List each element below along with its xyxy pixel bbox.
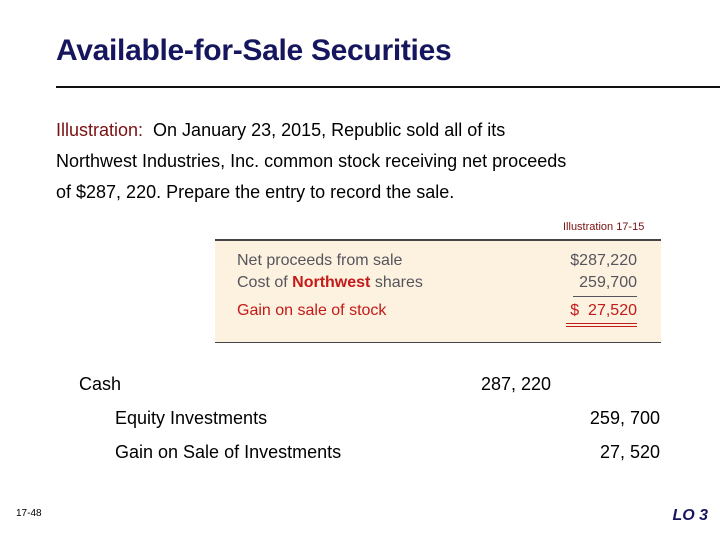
double-underline-top bbox=[566, 323, 637, 324]
net-proceeds-value: $287,220 bbox=[570, 252, 637, 269]
table-top-rule bbox=[215, 239, 661, 241]
title-divider bbox=[56, 86, 720, 88]
double-underline-bottom bbox=[566, 326, 637, 327]
gain-label: Gain on sale of stock bbox=[237, 302, 387, 319]
illustration-label: Illustration 17-15 bbox=[563, 221, 645, 233]
credit-account-2: Gain on Sale of Investments bbox=[115, 442, 342, 462]
gain-value: $ 27,520 bbox=[570, 302, 637, 319]
credit-account-1: Equity Investments bbox=[115, 408, 268, 428]
cost-of-shares-label: Cost of Northwest shares bbox=[237, 274, 423, 292]
problem-line-1: Illustration: On January 23, 2015, Repub… bbox=[56, 120, 505, 141]
cost-of-shares-value: 259,700 bbox=[579, 274, 637, 291]
company-name: Northwest bbox=[292, 274, 371, 291]
problem-text-1: On January 23, 2015, Republic sold all o… bbox=[143, 120, 506, 140]
page-number: 17-48 bbox=[16, 508, 42, 519]
problem-line-3: of $287, 220. Prepare the entry to recor… bbox=[56, 182, 455, 202]
learning-objective: LO 3 bbox=[672, 507, 708, 524]
net-proceeds-label: Net proceeds from sale bbox=[237, 252, 403, 269]
cost-prefix: Cost of bbox=[237, 274, 293, 291]
debit-amount: 287, 220 bbox=[481, 374, 552, 394]
debit-account: Cash bbox=[79, 374, 122, 394]
credit-amount-2: 27, 520 bbox=[599, 442, 660, 462]
problem-line-2: Northwest Industries, Inc. common stock … bbox=[56, 151, 567, 171]
credit-amount-1: 259, 700 bbox=[589, 408, 660, 428]
illustration-lead: Illustration: bbox=[56, 120, 144, 140]
cost-suffix: shares bbox=[370, 274, 423, 291]
sum-underline bbox=[573, 296, 637, 297]
slide-title: Available-for-Sale Securities bbox=[56, 34, 452, 67]
